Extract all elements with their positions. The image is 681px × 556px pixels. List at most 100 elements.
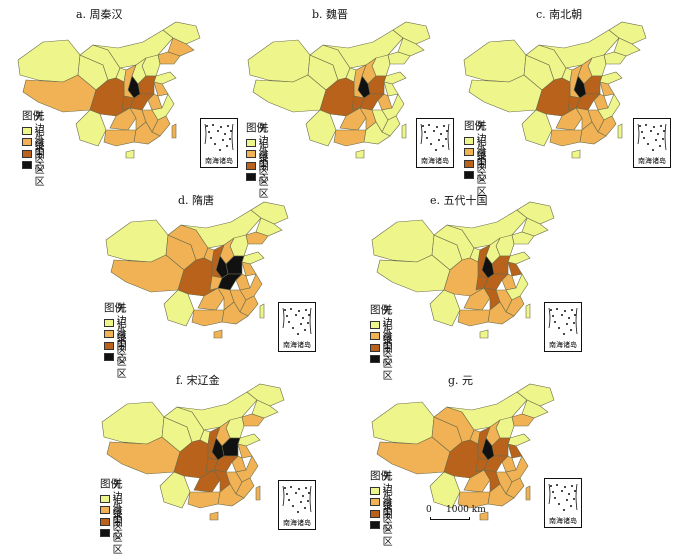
province-region [17, 39, 81, 83]
legend-label: 中心区 [382, 506, 393, 548]
legend-swatch [370, 332, 380, 341]
legend-label: 边缘区 [34, 123, 45, 165]
legend-label: 无记录 [382, 472, 393, 514]
legend-item: 边缘区 [246, 136, 275, 177]
legend-item: 中心区 [104, 339, 133, 380]
province-map [105, 201, 289, 339]
inset-label: 南海诸岛 [549, 517, 577, 525]
south-china-sea-inset: 南海诸岛 [278, 480, 316, 530]
legend-label: 无记录 [258, 124, 269, 166]
province-map [17, 21, 201, 159]
province-region [487, 483, 515, 507]
province-region [322, 29, 404, 69]
province-region [463, 469, 491, 493]
legend-swatch [246, 138, 256, 147]
province-region [397, 37, 425, 57]
province-region [217, 483, 245, 507]
province-region [235, 477, 255, 499]
legend-label: 无记录 [382, 306, 393, 348]
legend-swatch [100, 529, 110, 538]
province-region [103, 129, 137, 147]
province-region [176, 391, 258, 431]
province-region [401, 123, 407, 139]
legend-swatch [22, 126, 32, 135]
province-region [457, 309, 491, 327]
island-dots [420, 123, 450, 151]
scale-label: 1000 km [446, 505, 486, 515]
south-china-sea-inset: 南海诸岛 [633, 118, 671, 168]
province-region [371, 401, 435, 445]
legend-label: 边缘区 [382, 483, 393, 525]
inset-label: 南海诸岛 [283, 341, 311, 349]
legend-title: 图例 [246, 122, 267, 134]
legend-label: 中心区 [112, 514, 123, 556]
province-region [339, 107, 367, 131]
inset-label: 南海诸岛 [638, 157, 666, 165]
legend-item: 外围区 [370, 329, 399, 370]
panel-title: b. 魏晋 [312, 8, 349, 21]
legend-label: 无记录 [476, 122, 487, 164]
inset-label: 南海诸岛 [421, 157, 449, 165]
province-region [305, 109, 337, 147]
legend-label: 中心区 [476, 156, 487, 198]
legend-item: 边缘区 [370, 318, 399, 359]
island-dots [548, 307, 578, 335]
legend-item: 中心区 [100, 515, 129, 556]
scale-zero: 0 [426, 505, 432, 515]
province-region [153, 81, 169, 97]
legend-item: 中心区 [370, 507, 399, 548]
province-region [487, 301, 515, 325]
province-region [617, 123, 623, 139]
legend-swatch [246, 150, 256, 159]
legend-label: 边缘区 [258, 135, 269, 177]
legend-item: 外围区 [104, 327, 133, 368]
legend-swatch [100, 494, 110, 503]
province-region [92, 29, 174, 69]
province-region [479, 511, 489, 521]
legend-swatch [370, 486, 380, 495]
legend-swatch [246, 161, 256, 170]
legend: 图例 无记录 边缘区 外围区 中心区 [104, 300, 133, 380]
inset-label: 南海诸岛 [283, 519, 311, 527]
province-map [247, 21, 431, 159]
province-region [109, 107, 137, 131]
province-region [153, 71, 177, 85]
south-china-sea-inset: 南海诸岛 [416, 118, 454, 168]
legend-label: 中心区 [116, 338, 127, 380]
province-region [180, 209, 262, 249]
legend-title: 图例 [22, 110, 43, 122]
legend-item: 中心区 [22, 147, 51, 188]
province-region [507, 251, 531, 265]
legend-swatch [464, 148, 474, 157]
province-region [507, 261, 523, 277]
province-region [538, 29, 620, 69]
legend-title: 图例 [100, 478, 121, 490]
legend-swatch [370, 509, 380, 518]
province-region [259, 303, 265, 319]
legend-item: 外围区 [370, 495, 399, 536]
province-region [429, 471, 461, 509]
legend-item: 外围区 [464, 145, 493, 186]
province-region [507, 433, 531, 447]
province-region [209, 511, 219, 521]
province-region [429, 289, 461, 327]
province-region [215, 255, 229, 279]
legend-label: 无记录 [112, 480, 123, 522]
province-region [371, 219, 435, 263]
province-region [237, 433, 261, 447]
legend-title: 图例 [370, 304, 391, 316]
legend-label: 无记录 [116, 304, 127, 346]
scale-bar-line [430, 517, 470, 520]
province-region [613, 37, 641, 57]
province-region [446, 391, 528, 431]
province-region [481, 437, 495, 461]
legend: 图例 无记录 边缘区 外围区 中心区 [464, 118, 493, 198]
legend-item: 无记录 [246, 124, 275, 165]
panel-title: e. 五代十国 [430, 194, 488, 207]
island-dots [282, 307, 312, 335]
province-region [101, 401, 165, 445]
legend-item: 无记录 [100, 480, 129, 521]
legend: 图例 无记录 边缘区 外围区 中心区 [100, 476, 129, 556]
legend-item: 中心区 [370, 341, 399, 382]
island-dots [204, 123, 234, 151]
